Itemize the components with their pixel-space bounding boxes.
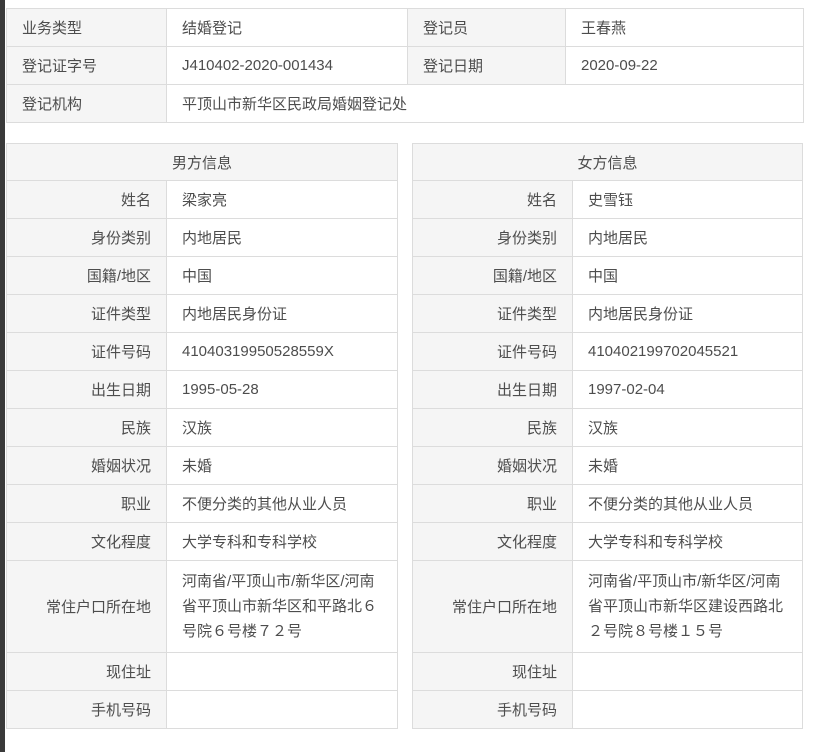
table-row: 业务类型 结婚登记 登记员 王春燕: [6, 8, 804, 47]
registration-summary-table: 业务类型 结婚登记 登记员 王春燕 登记证字号 J410402-2020-001…: [6, 8, 804, 123]
registrar-value: 王春燕: [565, 8, 804, 47]
row-education: 文化程度 大学专科和专科学校: [6, 522, 398, 561]
field-label: 出生日期: [6, 370, 167, 409]
row-id-number: 证件号码 41040319950528559X: [6, 332, 398, 371]
field-label: 职业: [6, 484, 167, 523]
field-label: 婚姻状况: [6, 446, 167, 485]
field-value: 汉族: [166, 408, 398, 447]
field-label: 婚姻状况: [412, 446, 573, 485]
field-label: 现住址: [412, 652, 573, 691]
row-nationality: 国籍/地区 中国: [412, 256, 803, 295]
field-value: 河南省/平顶山市/新华区/河南省平顶山市新华区建设西路北２号院８号楼１５号: [572, 560, 803, 653]
row-current-address: 现住址: [412, 652, 803, 691]
row-ethnicity: 民族 汉族: [6, 408, 398, 447]
male-info-title: 男方信息: [6, 143, 398, 181]
field-label: 证件号码: [412, 332, 573, 371]
field-value: 41040319950528559X: [166, 332, 398, 371]
row-household-address: 常住户口所在地 河南省/平顶山市/新华区/河南省平顶山市新华区和平路北６号院６号…: [6, 560, 398, 653]
male-info-table: 男方信息 姓名 梁家亮 身份类别 内地居民 国籍/地区 中国 证件类型 内地居民…: [6, 143, 398, 729]
field-value: 大学专科和专科学校: [572, 522, 803, 561]
field-label: 证件号码: [6, 332, 167, 371]
row-name: 姓名 梁家亮: [6, 180, 398, 219]
row-occupation: 职业 不便分类的其他从业人员: [6, 484, 398, 523]
field-value: 中国: [166, 256, 398, 295]
field-value: 梁家亮: [166, 180, 398, 219]
field-value: 1997-02-04: [572, 370, 803, 409]
row-name: 姓名 史雪钰: [412, 180, 803, 219]
field-label: 国籍/地区: [6, 256, 167, 295]
field-value: 中国: [572, 256, 803, 295]
row-birth-date: 出生日期 1997-02-04: [412, 370, 803, 409]
row-occupation: 职业 不便分类的其他从业人员: [412, 484, 803, 523]
field-value: 未婚: [166, 446, 398, 485]
field-label: 姓名: [6, 180, 167, 219]
row-current-address: 现住址: [6, 652, 398, 691]
field-value: [166, 652, 398, 691]
row-mobile-number: 手机号码: [412, 690, 803, 729]
registration-agency-label: 登记机构: [6, 84, 167, 123]
registrar-label: 登记员: [407, 8, 566, 47]
field-value: [572, 690, 803, 729]
field-value: 内地居民: [572, 218, 803, 257]
row-nationality: 国籍/地区 中国: [6, 256, 398, 295]
business-type-value: 结婚登记: [166, 8, 408, 47]
table-header-row: 男方信息: [6, 143, 398, 181]
row-ethnicity: 民族 汉族: [412, 408, 803, 447]
field-value: [166, 690, 398, 729]
field-value: 汉族: [572, 408, 803, 447]
field-value: 1995-05-28: [166, 370, 398, 409]
field-label: 职业: [412, 484, 573, 523]
field-label: 手机号码: [6, 690, 167, 729]
row-mobile-number: 手机号码: [6, 690, 398, 729]
row-id-type: 证件类型 内地居民身份证: [412, 294, 803, 333]
field-value: 不便分类的其他从业人员: [572, 484, 803, 523]
field-label: 常住户口所在地: [412, 560, 573, 653]
field-value: 未婚: [572, 446, 803, 485]
field-label: 民族: [412, 408, 573, 447]
field-label: 民族: [6, 408, 167, 447]
row-marital-status: 婚姻状况 未婚: [6, 446, 398, 485]
field-label: 出生日期: [412, 370, 573, 409]
row-id-number: 证件号码 410402199702045521: [412, 332, 803, 371]
row-marital-status: 婚姻状况 未婚: [412, 446, 803, 485]
row-identity-category: 身份类别 内地居民: [412, 218, 803, 257]
table-row: 登记证字号 J410402-2020-001434 登记日期 2020-09-2…: [6, 46, 804, 85]
row-identity-category: 身份类别 内地居民: [6, 218, 398, 257]
registration-date-value: 2020-09-22: [565, 46, 804, 85]
business-type-label: 业务类型: [6, 8, 167, 47]
row-id-type: 证件类型 内地居民身份证: [6, 294, 398, 333]
left-edge-strip: [0, 0, 5, 752]
field-value: 不便分类的其他从业人员: [166, 484, 398, 523]
field-value: 大学专科和专科学校: [166, 522, 398, 561]
row-birth-date: 出生日期 1995-05-28: [6, 370, 398, 409]
field-label: 文化程度: [412, 522, 573, 561]
row-household-address: 常住户口所在地 河南省/平顶山市/新华区/河南省平顶山市新华区建设西路北２号院８…: [412, 560, 803, 653]
field-value: 内地居民身份证: [166, 294, 398, 333]
female-info-title: 女方信息: [412, 143, 803, 181]
field-label: 证件类型: [412, 294, 573, 333]
table-header-row: 女方信息: [412, 143, 803, 181]
field-value: 内地居民: [166, 218, 398, 257]
field-label: 身份类别: [6, 218, 167, 257]
certificate-number-value: J410402-2020-001434: [166, 46, 408, 85]
field-value: 内地居民身份证: [572, 294, 803, 333]
certificate-number-label: 登记证字号: [6, 46, 167, 85]
field-value: 史雪钰: [572, 180, 803, 219]
field-label: 现住址: [6, 652, 167, 691]
field-value: 河南省/平顶山市/新华区/河南省平顶山市新华区和平路北６号院６号楼７２号: [166, 560, 398, 653]
registration-date-label: 登记日期: [407, 46, 566, 85]
row-education: 文化程度 大学专科和专科学校: [412, 522, 803, 561]
field-value: [572, 652, 803, 691]
table-row: 登记机构 平顶山市新华区民政局婚姻登记处: [6, 84, 804, 123]
field-value: 410402199702045521: [572, 332, 803, 371]
field-label: 姓名: [412, 180, 573, 219]
registration-agency-value: 平顶山市新华区民政局婚姻登记处: [166, 84, 804, 123]
field-label: 国籍/地区: [412, 256, 573, 295]
field-label: 常住户口所在地: [6, 560, 167, 653]
female-info-table: 女方信息 姓名 史雪钰 身份类别 内地居民 国籍/地区 中国 证件类型 内地居民…: [412, 143, 803, 729]
field-label: 证件类型: [6, 294, 167, 333]
field-label: 手机号码: [412, 690, 573, 729]
field-label: 身份类别: [412, 218, 573, 257]
field-label: 文化程度: [6, 522, 167, 561]
